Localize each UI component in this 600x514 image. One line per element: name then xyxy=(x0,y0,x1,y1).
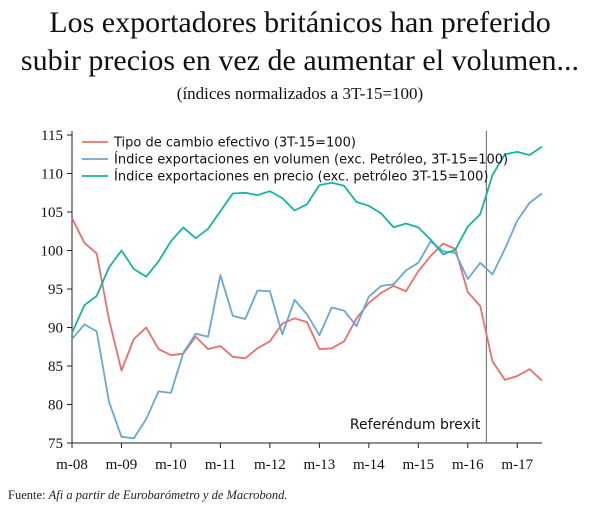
brexit-annotation: Referéndum brexit xyxy=(350,417,481,433)
x-tick-label: m-14 xyxy=(353,457,385,473)
source-note: Fuente: Afi a partir de Eurobarómetro y … xyxy=(8,488,288,503)
y-tick-label: 95 xyxy=(48,282,63,298)
x-tick-label: m-13 xyxy=(304,457,336,473)
x-tick-label: m-12 xyxy=(254,457,286,473)
series-line-price xyxy=(71,145,543,334)
source-label: Fuente: xyxy=(8,488,46,502)
x-tick-label: m-11 xyxy=(205,457,236,473)
y-tick-label: 80 xyxy=(48,398,63,414)
x-tick-label: m-10 xyxy=(155,457,187,473)
y-tick-label: 100 xyxy=(41,244,64,260)
chart-title-line-1: Los exportadores británicos han preferid… xyxy=(49,6,551,39)
x-tick-label: m-17 xyxy=(501,457,533,473)
chart-title-line-2: subir precios en vez de aumentar el volu… xyxy=(20,44,580,77)
y-tick-label: 110 xyxy=(41,167,63,183)
y-tick-label: 105 xyxy=(41,205,64,221)
x-tick-label: m-08 xyxy=(56,457,88,473)
x-tick-label: m-09 xyxy=(106,457,138,473)
legend-label-volume: Índice exportaciones en volumen (exc. Pe… xyxy=(114,152,508,168)
y-tick-label: 115 xyxy=(41,128,63,144)
chart: 75 80 85 90 95 100 105 110 115 m-08 m-09 m-10 m-11 m-… xyxy=(41,128,543,473)
x-tick-label: m-15 xyxy=(402,457,434,473)
legend-label-price: Índice exportaciones en precio (exc. pet… xyxy=(114,169,488,185)
series-line-volume xyxy=(71,192,543,440)
series-line-fx xyxy=(71,217,543,382)
y-tick-label: 75 xyxy=(48,436,63,452)
y-tick-label: 90 xyxy=(48,321,63,337)
y-tick-label: 85 xyxy=(48,359,63,375)
source-text: Afi a partir de Eurobarómetro y de Macro… xyxy=(48,488,288,502)
x-tick-label: m-16 xyxy=(452,457,484,473)
chart-subtitle: (índices normalizados a 3T-15=100) xyxy=(176,84,424,103)
legend-label-fx: Tipo de cambio efectivo (3T-15=100) xyxy=(113,136,356,151)
